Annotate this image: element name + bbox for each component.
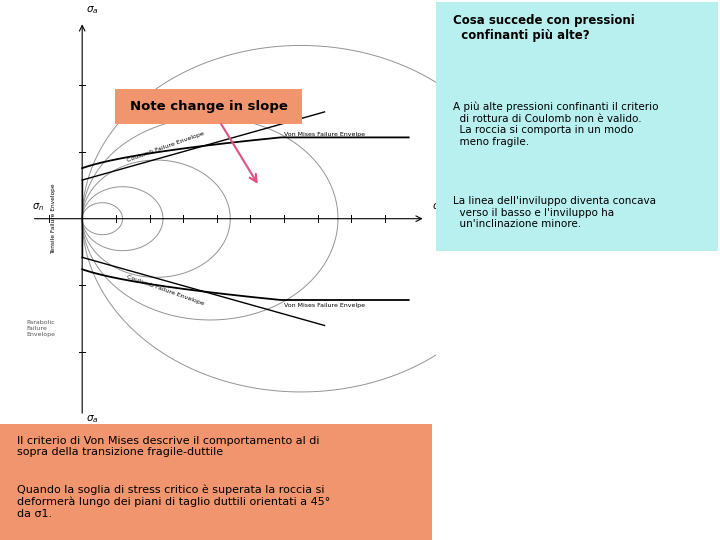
Text: Cosa succede con pressioni
  confinanti più alte?: Cosa succede con pressioni confinanti pi… (453, 14, 634, 42)
Text: Von Mises Failure Envelpe: Von Mises Failure Envelpe (284, 302, 365, 308)
Text: La linea dell'inviluppo diventa concava
  verso il basso e l'inviluppo ha
  un'i: La linea dell'inviluppo diventa concava … (453, 196, 655, 229)
Text: Von Mises Failure Envelpe: Von Mises Failure Envelpe (284, 132, 365, 137)
Text: $\sigma_n$: $\sigma_n$ (32, 201, 44, 213)
Text: A più alte pressioni confinanti il criterio
  di rottura di Coulomb non è valido: A più alte pressioni confinanti il crite… (453, 102, 658, 147)
Text: $\sigma_a$: $\sigma_a$ (86, 413, 98, 425)
Text: Note change in slope: Note change in slope (130, 100, 288, 113)
Text: Coulomb Failure Envelope: Coulomb Failure Envelope (126, 131, 205, 164)
Text: Parabolic
Failure
Envelope: Parabolic Failure Envelope (27, 320, 55, 336)
Text: Tensile Failure Envelope: Tensile Failure Envelope (51, 184, 56, 254)
Text: Il criterio di Von Mises descrive il comportamento al di
sopra della transizione: Il criterio di Von Mises descrive il com… (17, 435, 320, 457)
Text: $\sigma_r$: $\sigma_r$ (432, 201, 444, 213)
Text: $\sigma_a$: $\sigma_a$ (86, 4, 98, 16)
Text: Coulomb Failure Envelope: Coulomb Failure Envelope (126, 274, 205, 306)
Text: Quando la soglia di stress critico è superata la roccia si
deformerà lungo dei p: Quando la soglia di stress critico è sup… (17, 484, 330, 518)
